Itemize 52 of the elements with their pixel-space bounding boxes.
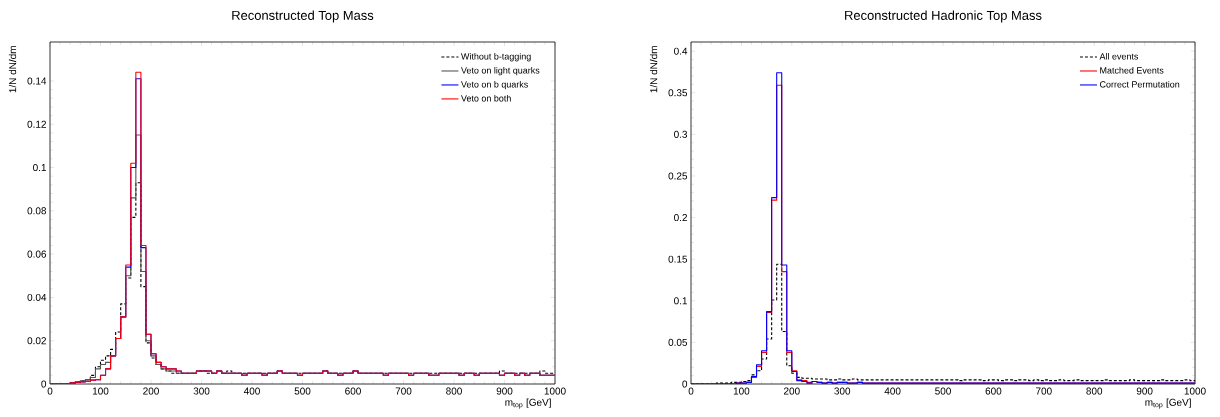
y-tick-label: 0.35 — [668, 89, 688, 97]
x-tick-label: 400 — [243, 387, 260, 395]
y-tick-label: 0.1 — [33, 164, 46, 172]
y-tick-label: 0.4 — [674, 47, 688, 55]
x-tick-label: 0 — [47, 387, 53, 395]
x-tick-label: 200 — [784, 387, 800, 395]
y-tick-label: 0.2 — [674, 214, 687, 222]
x-tick-label: 800 — [1086, 387, 1103, 395]
legend-label: Veto on both — [461, 94, 511, 102]
y-tick-label: 0.04 — [27, 293, 47, 301]
x-tick-label: 500 — [935, 387, 951, 395]
chart-title: Reconstructed Hadronic Top Mass — [845, 10, 1042, 23]
x-tick-label: 400 — [884, 387, 901, 395]
x-tick-label: 200 — [143, 387, 159, 395]
y-tick-label: 0.14 — [27, 77, 47, 85]
y-tick-label: 0 — [41, 380, 47, 388]
y-tick-label: 0.25 — [668, 172, 688, 180]
x-tick-label: 500 — [294, 387, 311, 395]
x-tick-label: 700 — [1036, 387, 1052, 395]
y-tick-label: 0.06 — [27, 250, 47, 258]
legend-label: Veto on b quarks — [461, 80, 528, 90]
x-tick-label: 800 — [446, 387, 462, 395]
y-tick-label: 0.15 — [668, 255, 688, 263]
y-axis-title: 1/N dN/dm — [649, 46, 658, 93]
x-tick-label: 900 — [496, 387, 513, 395]
chart-title: Reconstructed Top Mass — [232, 10, 374, 23]
x-axis-title: m$_{top}$ [GeV] — [1145, 398, 1191, 409]
y-tick-label: 0.12 — [27, 120, 46, 128]
x-tick-label: 900 — [1136, 387, 1153, 395]
y-tick-label: 0.02 — [27, 337, 46, 345]
x-tick-label: 100 — [92, 387, 109, 395]
y-tick-label: 0.1 — [674, 297, 688, 305]
x-tick-label: 600 — [345, 387, 361, 395]
legend-label: Veto on light quarks — [461, 66, 540, 76]
legend-label: Matched Events — [1100, 66, 1164, 74]
y-axis-title: 1/N dN/dm — [8, 46, 17, 93]
x-tick-label: 1000 — [544, 387, 566, 395]
y-tick-label: 0.08 — [27, 207, 47, 215]
x-tick-label: 700 — [395, 387, 412, 395]
legend-label: Without b-tagging — [461, 53, 531, 62]
x-tick-label: 300 — [193, 387, 210, 395]
x-tick-label: 300 — [834, 387, 851, 395]
y-tick-label: 0 — [682, 380, 688, 388]
x-tick-label: 100 — [733, 387, 750, 395]
x-tick-label: 1000 — [1184, 387, 1206, 395]
x-axis-title: m$_{top}$ [GeV] — [505, 398, 551, 409]
x-tick-label: 0 — [688, 387, 694, 395]
x-tick-label: 600 — [985, 387, 1002, 395]
legend-label: All events — [1099, 53, 1139, 60]
y-tick-label: 0.3 — [674, 130, 688, 138]
legend-label: Correct Permutation — [1099, 80, 1180, 88]
y-tick-label: 0.05 — [668, 338, 688, 346]
